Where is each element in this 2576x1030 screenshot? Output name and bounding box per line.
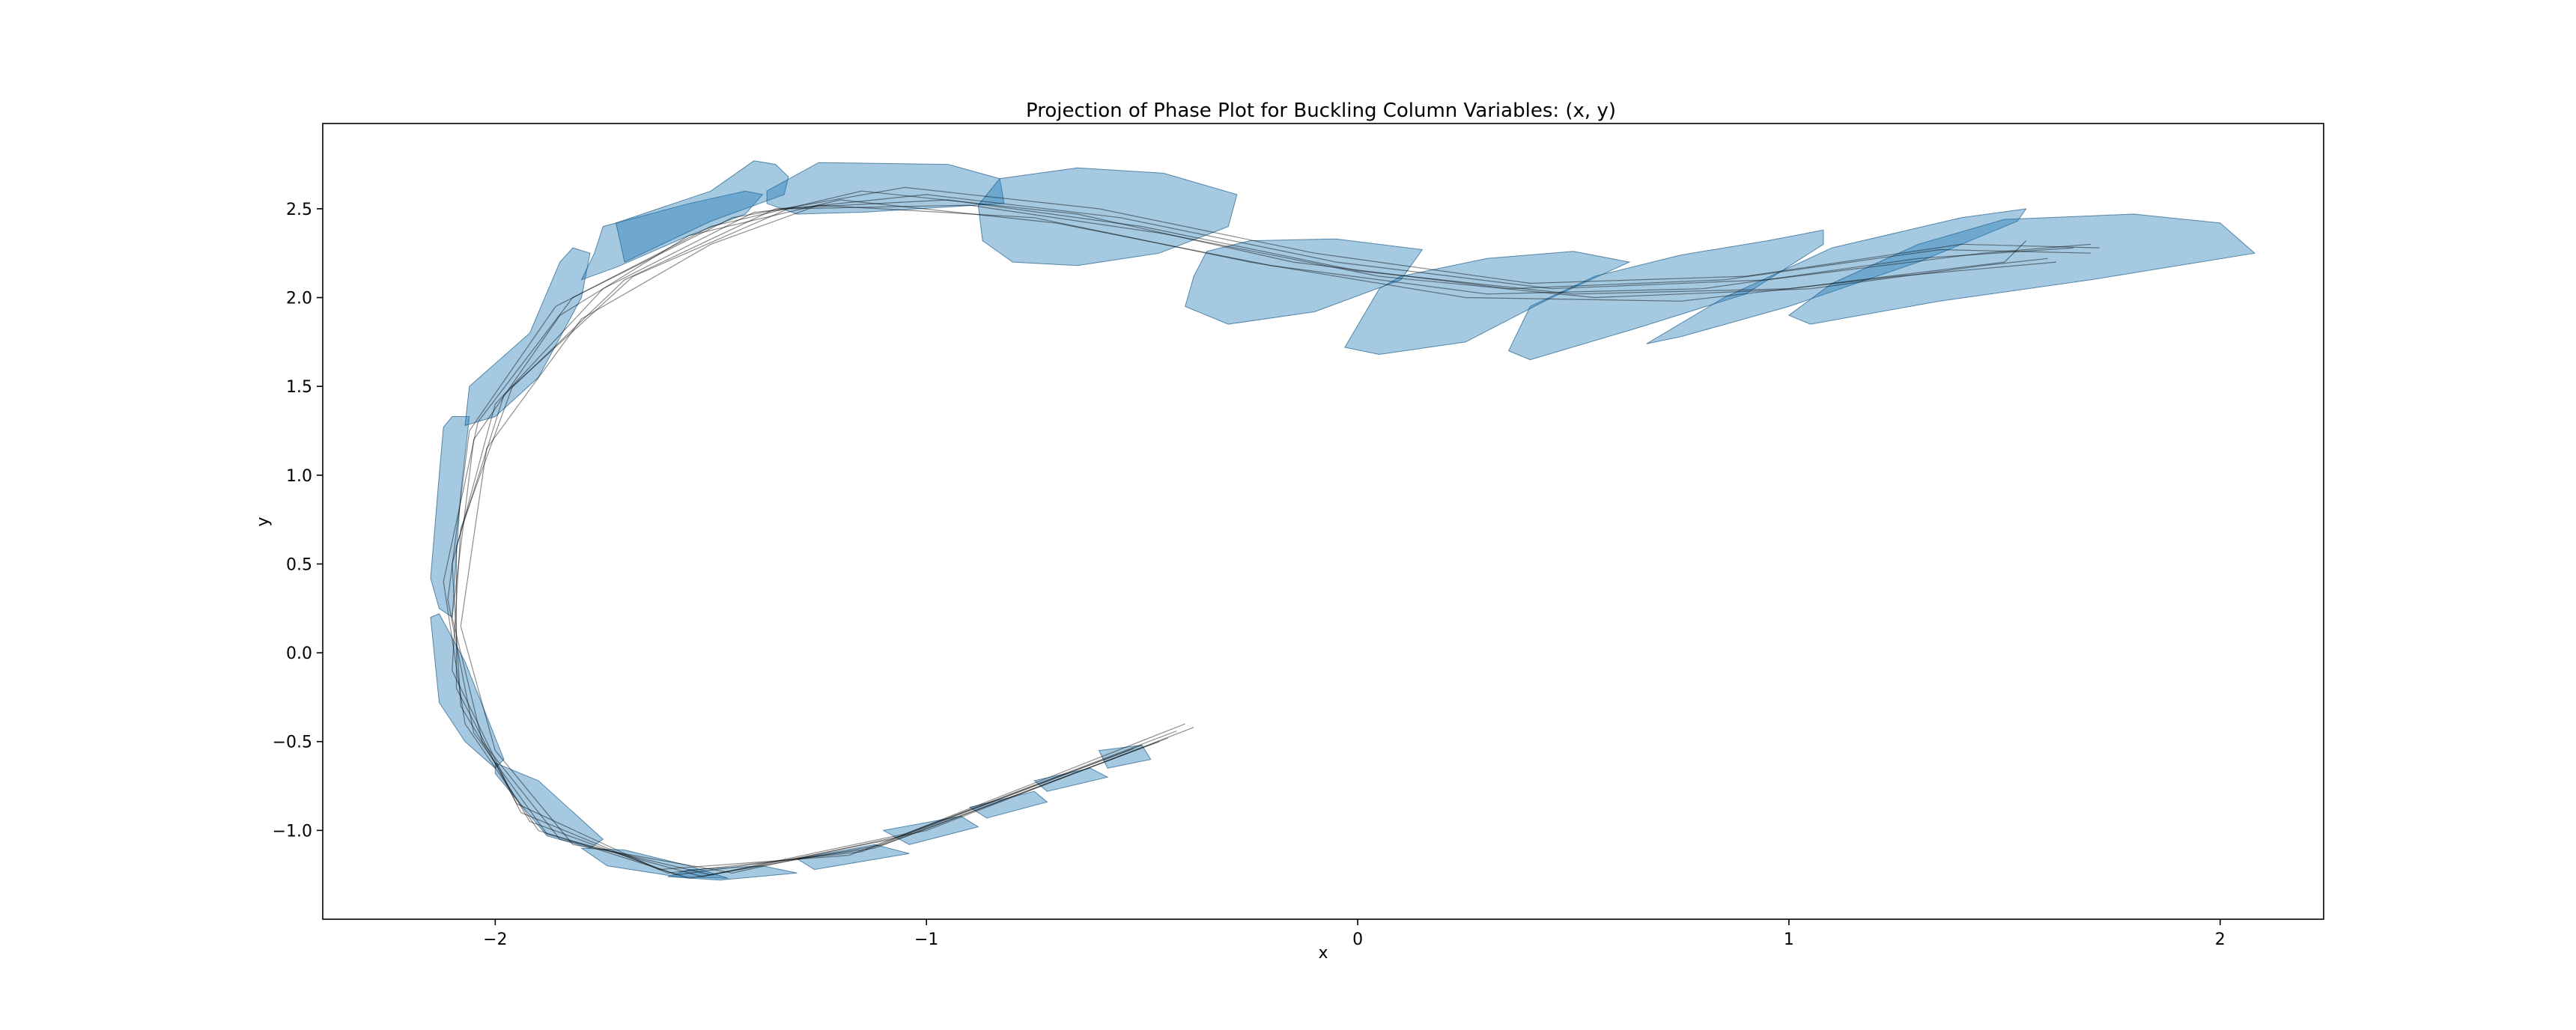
trajectory-0 [452,199,2074,876]
reachable-region-9 [430,416,470,618]
reachable-region-17 [1507,229,1824,361]
reachable-region-6 [580,847,729,879]
y-axis-ticks: −1.0 −0.5 0.0 0.5 1.0 1.5 2.0 2.5 [273,201,323,841]
y-tick-label: 1.5 [286,378,312,397]
y-tick-label: 1.0 [286,467,312,486]
trajectory-4 [455,199,2027,874]
x-tick-label: −1 [914,930,938,949]
x-axis-label: x [1318,944,1328,963]
y-tick-label: 2.0 [286,290,312,308]
x-tick-label: 2 [2215,930,2226,949]
y-axis-label: y [254,516,273,526]
y-tick-label: 2.5 [286,201,312,219]
x-tick-label: −2 [483,930,507,949]
reachable-region-15 [1185,238,1424,325]
trajectories [443,186,2100,880]
reachable-region-18 [1646,208,2027,344]
reachable-region-16 [1344,251,1631,356]
reachable-region-12 [616,160,789,263]
reachable-region-8 [430,613,505,769]
reachable-region-13 [766,162,1005,215]
reachable-regions [430,160,2256,881]
plot-frame [322,123,2324,920]
x-tick-label: 1 [1784,930,1794,949]
y-tick-label: −1.0 [273,822,312,841]
reachable-region-7 [494,762,604,849]
reachable-region-4 [796,844,910,871]
reachable-region-2 [968,790,1048,819]
trajectory-6 [460,204,2057,874]
reachable-region-10 [464,247,591,427]
reachable-region-1 [1033,767,1109,792]
reachable-region-3 [882,815,979,845]
trajectory-3 [452,194,2092,876]
y-tick-label: 0.0 [286,644,312,663]
x-tick-label: 0 [1352,930,1363,949]
reachable-region-11 [580,190,764,281]
reachable-region-0 [1098,744,1152,769]
y-tick-label: −0.5 [273,734,312,752]
x-axis-ticks: −2 −1 0 1 2 [483,919,2226,949]
trajectory-5 [452,204,2048,871]
trajectory-1 [447,190,2092,877]
reachable-region-14 [977,167,1238,266]
chart-title: Projection of Phase Plot for Buckling Co… [1026,100,1616,122]
trajectory-2 [443,186,2100,880]
y-tick-label: 0.5 [286,555,312,574]
reachable-region-19 [1787,213,2256,325]
